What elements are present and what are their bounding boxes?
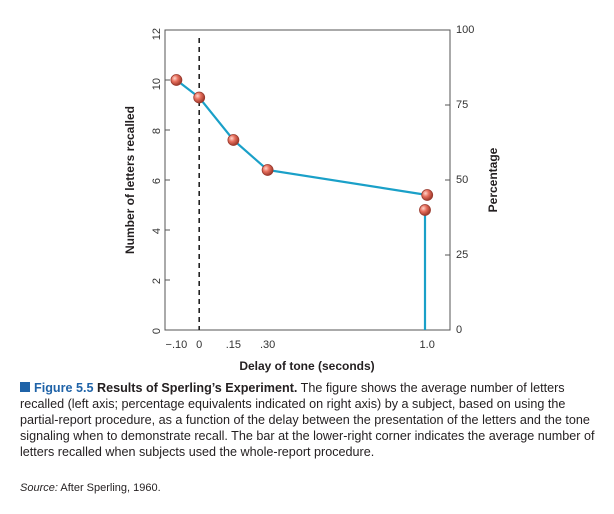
x-tick-label: .15 (226, 339, 241, 351)
left-axis-ticks: 0 2 4 6 8 10 12 (151, 28, 170, 334)
whole-report-point (419, 204, 431, 216)
y-tick-label: 12 (151, 28, 163, 40)
data-point (421, 189, 434, 201)
y-tick-label: 8 (151, 128, 163, 134)
x-tick-label: 0 (196, 339, 202, 351)
caption-square-icon (20, 382, 30, 392)
data-point (227, 134, 240, 146)
data-point (170, 74, 183, 86)
y-tick-label: 2 (151, 278, 163, 284)
figure-label: Figure 5.5 (34, 381, 94, 395)
figure-source: Source: After Sperling, 1960. (20, 482, 161, 494)
y-tick-label: 10 (151, 78, 163, 90)
data-point (261, 164, 274, 176)
y2-tick-label: 0 (456, 324, 462, 336)
y-axis-label: Number of letters recalled (123, 106, 137, 254)
plot-frame (164, 29, 451, 331)
y2-tick-label: 25 (456, 249, 468, 261)
y2-tick-label: 75 (456, 99, 468, 111)
x-tick-label: −.10 (166, 339, 188, 351)
source-text: After Sperling, 1960. (60, 482, 161, 494)
caption-text: The figure shows the average number of l… (20, 381, 595, 459)
x-axis-ticks: −.10 0 .15 .30 1.0 (166, 339, 435, 351)
x-tick-label: .30 (260, 339, 275, 351)
figure-caption: Figure 5.5 Results of Sperling’s Experim… (20, 380, 600, 460)
y-tick-label: 6 (151, 178, 163, 184)
data-points (170, 74, 434, 216)
y2-tick-label: 100 (456, 24, 474, 36)
y2-tick-label: 50 (456, 174, 468, 186)
data-point (193, 91, 206, 104)
y-tick-label: 0 (151, 328, 163, 334)
x-axis-label: Delay of tone (seconds) (239, 359, 374, 373)
source-label: Source: (20, 482, 58, 494)
partial-report-line (175, 79, 428, 197)
x-tick-label: 1.0 (420, 339, 435, 351)
figure-title: Results of Sperling’s Experiment. (97, 381, 298, 395)
right-axis-ticks: 0 25 50 75 100 (445, 24, 474, 336)
y-tick-label: 4 (151, 228, 163, 234)
y2-axis-label: Percentage (486, 147, 500, 212)
